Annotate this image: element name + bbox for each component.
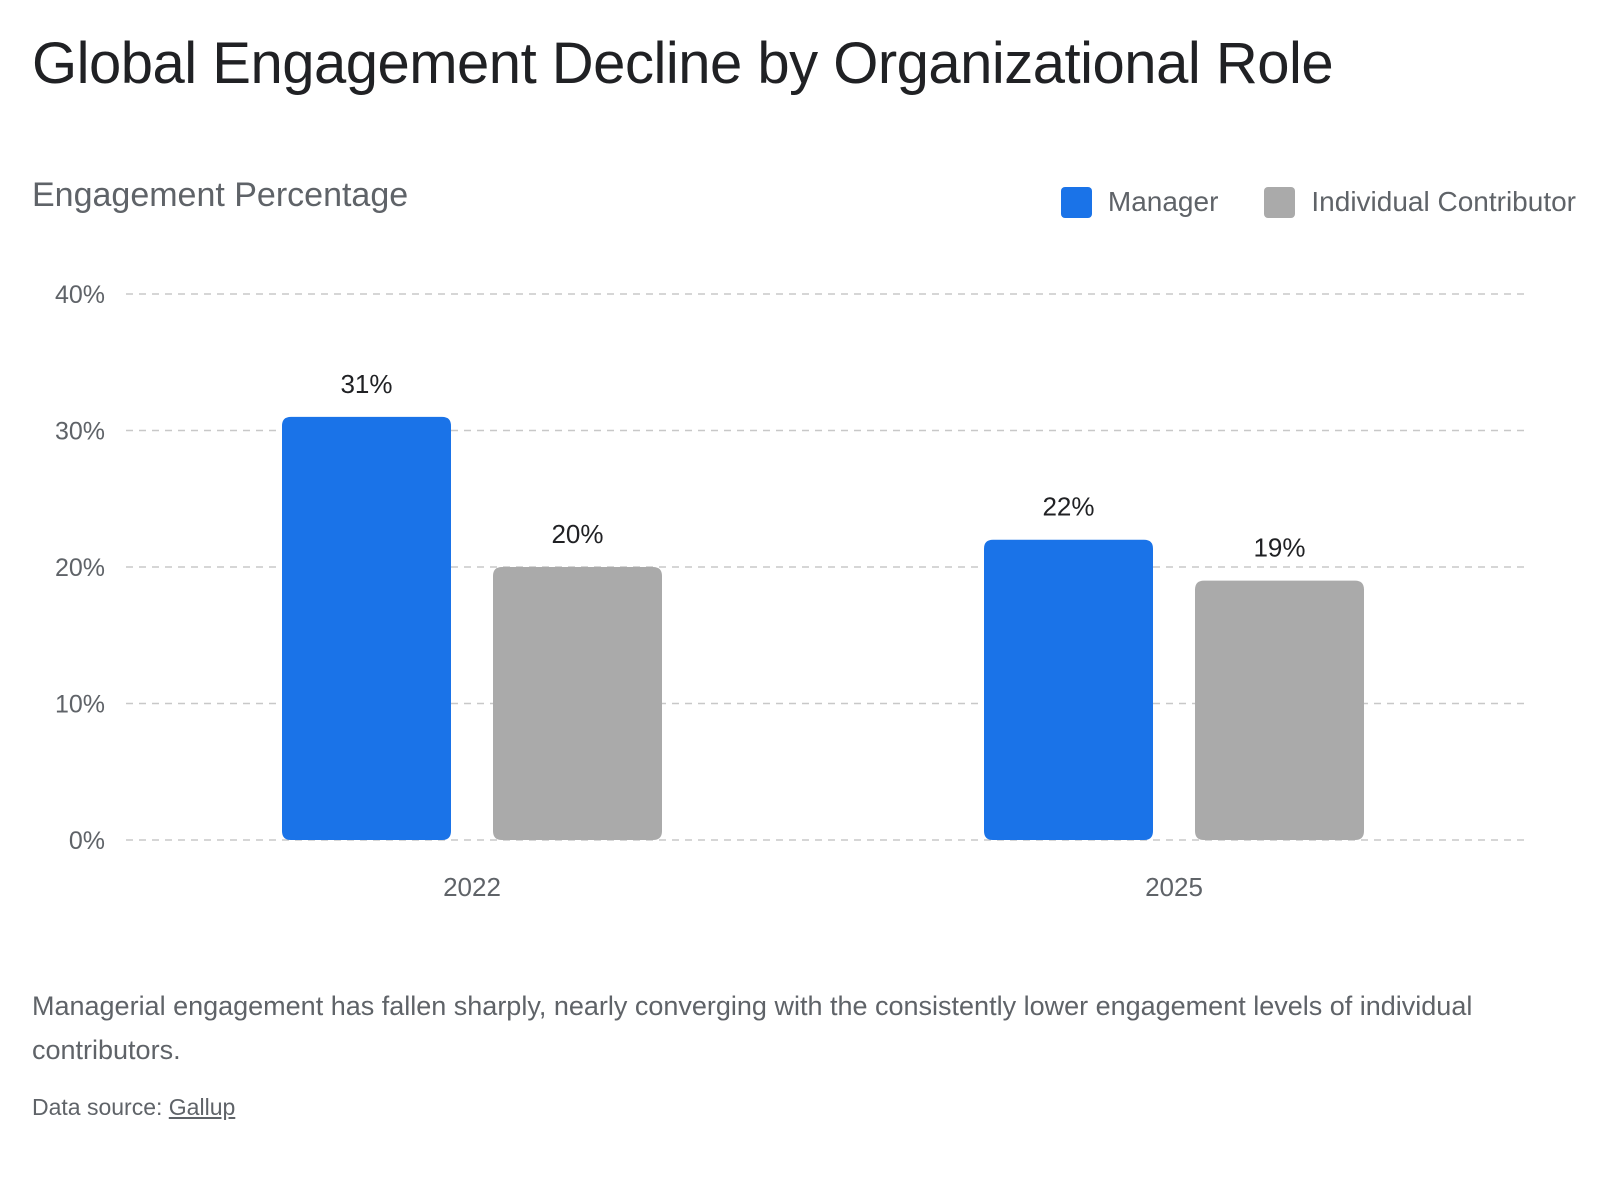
bar-manager-2025[interactable]: [984, 539, 1153, 840]
y-tick-label: 40%: [55, 281, 105, 309]
legend-swatch-manager: [1060, 186, 1092, 218]
data-label-manager-2025: 22%: [1042, 492, 1094, 522]
data-source: Data source: Gallup: [32, 1094, 235, 1121]
legend-label-individual-contributor: Individual Contributor: [1311, 186, 1576, 217]
data-source-link[interactable]: Gallup: [168, 1094, 236, 1120]
y-tick-label: 0%: [69, 827, 105, 855]
x-axis-categories: 2022 2025: [443, 872, 1203, 902]
data-label-individual-contributor-2022: 20%: [551, 519, 603, 549]
data-label-individual-contributor-2025: 19%: [1253, 533, 1305, 563]
y-axis-title: Engagement Percentage: [32, 176, 409, 214]
x-category-label: 2022: [443, 872, 501, 902]
y-tick-label: 30%: [55, 418, 105, 446]
legend-label-manager: Manager: [1107, 186, 1219, 217]
data-label-manager-2022: 31%: [340, 369, 392, 399]
legend-swatch-individual-contributor: [1264, 186, 1296, 218]
bar-individual-contributor-2025[interactable]: [1195, 580, 1364, 840]
legend-item-individual-contributor[interactable]: Individual Contributor: [1264, 186, 1576, 218]
chart-caption: Managerial engagement has fallen sharply…: [32, 991, 1473, 1065]
data-labels: 31% 20% 22% 19%: [340, 369, 1305, 563]
bar-chart: 0% 10% 20% 30% 40% 31% 20% 22% 19% 2022 2025: [55, 281, 1530, 902]
bars: [282, 416, 1364, 840]
y-tick-label: 20%: [55, 554, 105, 582]
x-category-label: 2025: [1145, 872, 1203, 902]
y-tick-label: 10%: [55, 691, 105, 719]
bar-individual-contributor-2022[interactable]: [493, 567, 662, 840]
data-source-prefix: Data source:: [32, 1094, 169, 1120]
y-axis-ticks: 0% 10% 20% 30% 40%: [55, 281, 105, 855]
chart-legend: Manager Individual Contributor: [1060, 186, 1576, 218]
bar-manager-2022[interactable]: [282, 416, 451, 840]
chart-title: Global Engagement Decline by Organizatio…: [32, 31, 1334, 96]
legend-item-manager[interactable]: Manager: [1060, 186, 1219, 218]
